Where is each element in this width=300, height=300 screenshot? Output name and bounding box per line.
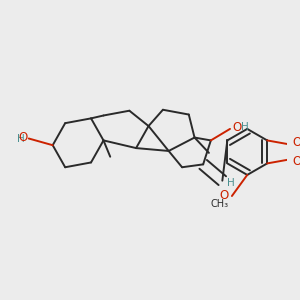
- Text: H: H: [241, 122, 248, 132]
- Text: H: H: [17, 134, 25, 143]
- Text: O: O: [19, 131, 28, 144]
- Text: O: O: [292, 155, 300, 168]
- Text: O: O: [220, 188, 229, 202]
- Text: CH₃: CH₃: [211, 199, 229, 209]
- Text: O: O: [292, 136, 300, 149]
- Text: H: H: [227, 178, 235, 188]
- Text: O: O: [233, 121, 242, 134]
